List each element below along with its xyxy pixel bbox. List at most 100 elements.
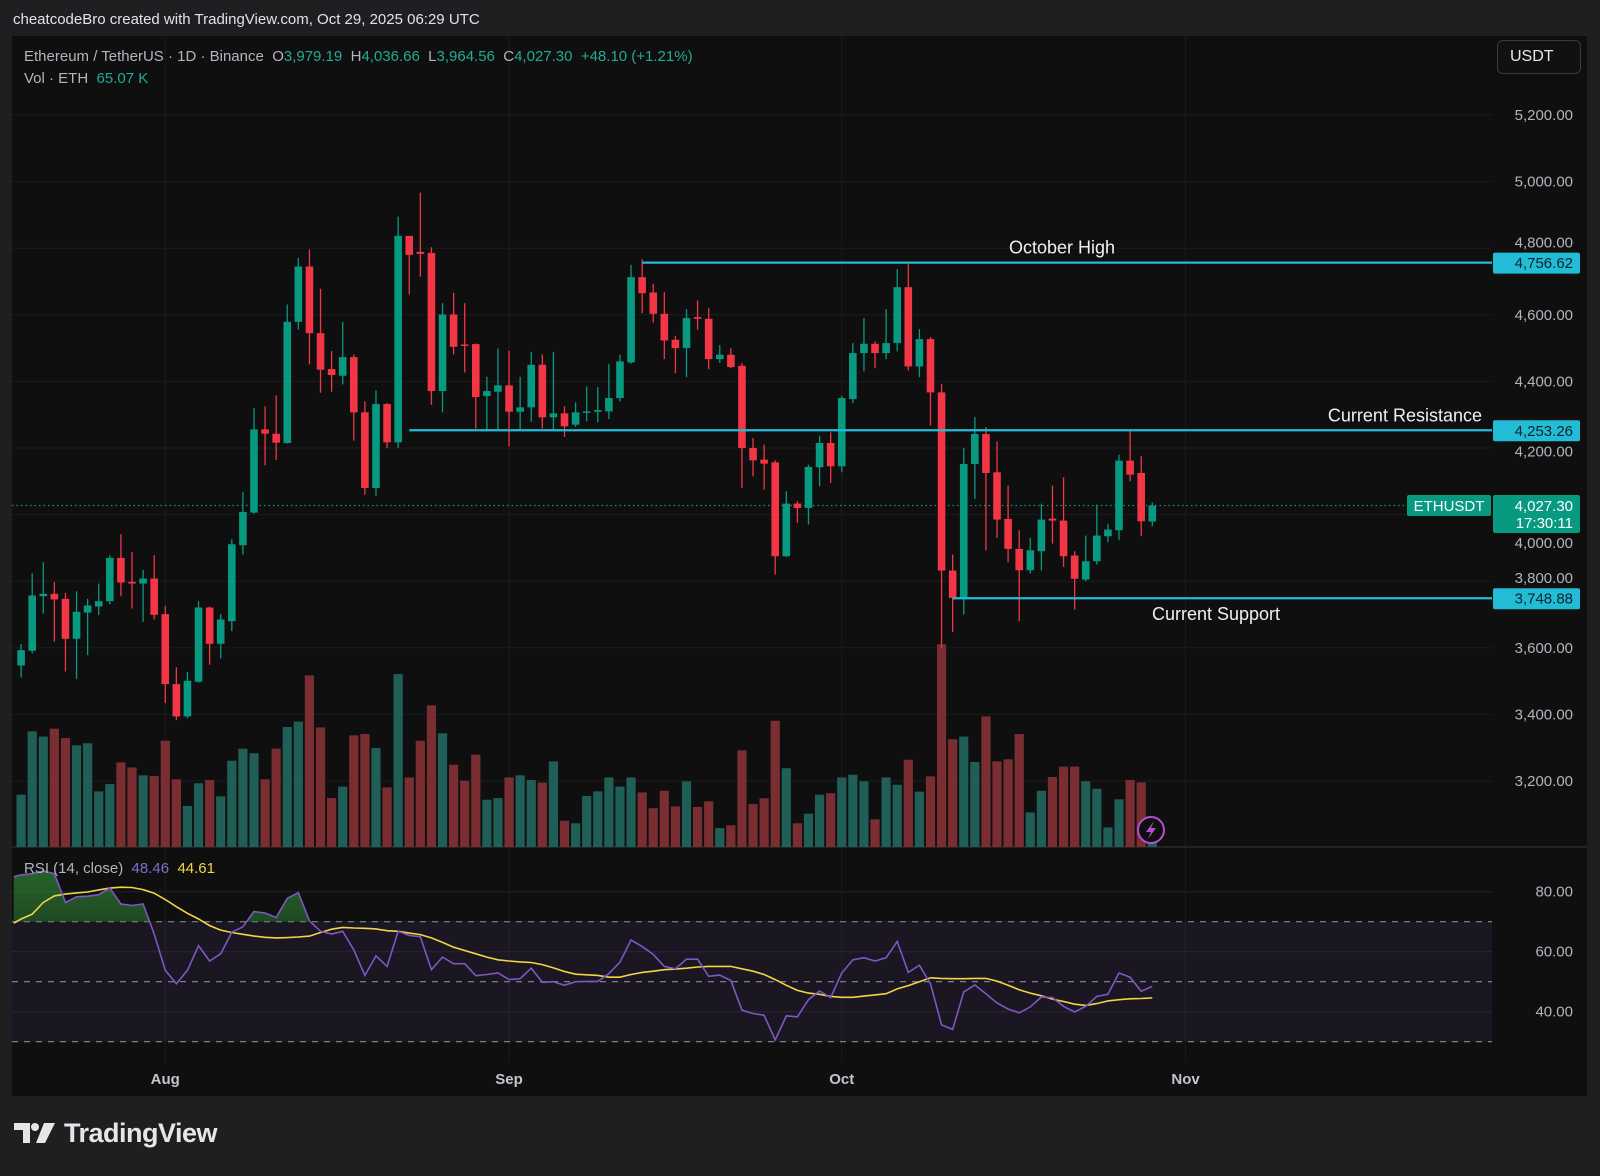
- candle: [1059, 477, 1068, 567]
- candle: [649, 283, 658, 323]
- volume-bars: [16, 644, 1157, 847]
- currency-button[interactable]: USDT: [1497, 40, 1581, 74]
- tradingview-logo[interactable]: TradingView: [14, 1118, 218, 1149]
- candle: [527, 351, 536, 422]
- candle: [416, 192, 425, 277]
- candle-body: [605, 398, 613, 412]
- candle-body: [117, 557, 125, 583]
- volume-legend[interactable]: Vol · ETH 65.07 K: [24, 70, 148, 87]
- candle-body: [804, 466, 813, 508]
- candle-body: [1115, 460, 1123, 531]
- candle: [849, 343, 857, 404]
- tradingview-logo-icon: [14, 1122, 55, 1143]
- candle-body: [228, 544, 236, 622]
- candle: [560, 406, 569, 438]
- candle: [128, 552, 136, 609]
- candle: [959, 448, 968, 615]
- volume-bar: [615, 786, 625, 847]
- candle-body: [1070, 555, 1079, 579]
- rsi-value: 48.46: [131, 860, 170, 877]
- candle: [671, 335, 680, 374]
- candle: [483, 376, 491, 432]
- open-label: O: [272, 48, 284, 65]
- candle-body: [460, 344, 469, 346]
- candle-body: [849, 353, 857, 400]
- candle-body: [50, 593, 59, 600]
- volume-bar: [715, 828, 725, 847]
- symbol-name: Ethereum / TetherUS · 1D · Binance: [24, 48, 264, 65]
- candle-body: [471, 344, 480, 398]
- rsi-band-background: [12, 921, 1492, 1042]
- candle: [860, 318, 868, 372]
- candle-body: [882, 343, 890, 354]
- volume-bar: [559, 820, 570, 847]
- rsi-axis-label: 40.00: [1535, 1004, 1573, 1021]
- time-axis-label: Oct: [829, 1071, 854, 1088]
- candle-body: [627, 277, 635, 363]
- bar-countdown: 17:30:11: [1516, 515, 1573, 532]
- volume-bar: [504, 777, 514, 847]
- candle-body: [261, 429, 269, 434]
- candle: [937, 383, 946, 648]
- volume-bar: [537, 782, 547, 847]
- volume-bar: [704, 801, 714, 847]
- candle-body: [250, 429, 258, 513]
- candle-body: [383, 404, 391, 443]
- close-value: 4,027.30: [514, 48, 573, 65]
- candle-body: [571, 412, 580, 425]
- volume-bar: [138, 775, 148, 847]
- candle-body: [438, 314, 447, 392]
- time-axis-label: Sep: [495, 1071, 523, 1088]
- price-axis-label: 3,200.00: [1515, 773, 1573, 790]
- candle-body: [593, 410, 602, 412]
- candle-body: [826, 443, 835, 467]
- volume-bar: [415, 740, 425, 847]
- candle-body: [17, 650, 25, 666]
- candle: [72, 591, 81, 680]
- price-axis[interactable]: 5,200.00 5,000.00 4,800.00 4,600.00 4,400.00…: [1515, 107, 1573, 790]
- candle-body: [1048, 518, 1057, 521]
- volume-bar: [338, 786, 348, 847]
- volume-bar: [60, 738, 71, 847]
- volume-bar: [315, 727, 326, 847]
- lightning-bolt-icon[interactable]: [1137, 816, 1165, 844]
- symbol-tag-box: [1407, 495, 1491, 516]
- volume-value: 65.07 K: [96, 70, 149, 87]
- volume-label: Vol · ETH: [24, 70, 89, 87]
- candle-body: [128, 581, 136, 584]
- candle: [571, 402, 580, 428]
- volume-bar: [249, 753, 259, 847]
- volume-bar: [171, 779, 181, 847]
- volume-bar: [848, 774, 858, 847]
- candle-body: [871, 343, 879, 354]
- rsi-legend[interactable]: RSI (14, close) 48.46 44.61: [24, 860, 215, 877]
- volume-bar: [959, 736, 969, 847]
- volume-bar: [1036, 790, 1046, 847]
- volume-bar: [870, 819, 880, 847]
- candle-body: [682, 318, 691, 349]
- candle: [327, 351, 336, 392]
- horizontal-levels: October High 4,756.62 Current Resistance 4,…: [409, 238, 1580, 624]
- symbol-legend[interactable]: Ethereum / TetherUS · 1D · Binance O3,97…: [24, 48, 693, 65]
- volume-bar: [1136, 782, 1146, 847]
- candle: [161, 605, 170, 704]
- level-annotation: Current Support: [1152, 604, 1280, 624]
- candle: [948, 554, 957, 633]
- candle: [17, 644, 25, 678]
- candle: [1104, 523, 1112, 543]
- volume-bar: [105, 784, 115, 847]
- volume-bar: [393, 674, 403, 847]
- price-axis-label: 4,600.00: [1515, 307, 1573, 324]
- volume-bar: [426, 705, 437, 847]
- candle: [183, 672, 192, 719]
- candle-body: [294, 266, 303, 322]
- rsi-axis[interactable]: 80.00 60.00 40.00: [1535, 884, 1573, 1021]
- candle-body: [1004, 518, 1012, 549]
- candle-body: [971, 434, 979, 464]
- volume-bar: [1003, 759, 1013, 847]
- level-price-tag: 4,253.26: [1515, 423, 1573, 440]
- volume-bar: [260, 779, 270, 847]
- volume-bar: [593, 791, 603, 847]
- time-axis[interactable]: Aug Sep Oct Nov: [151, 1071, 1201, 1088]
